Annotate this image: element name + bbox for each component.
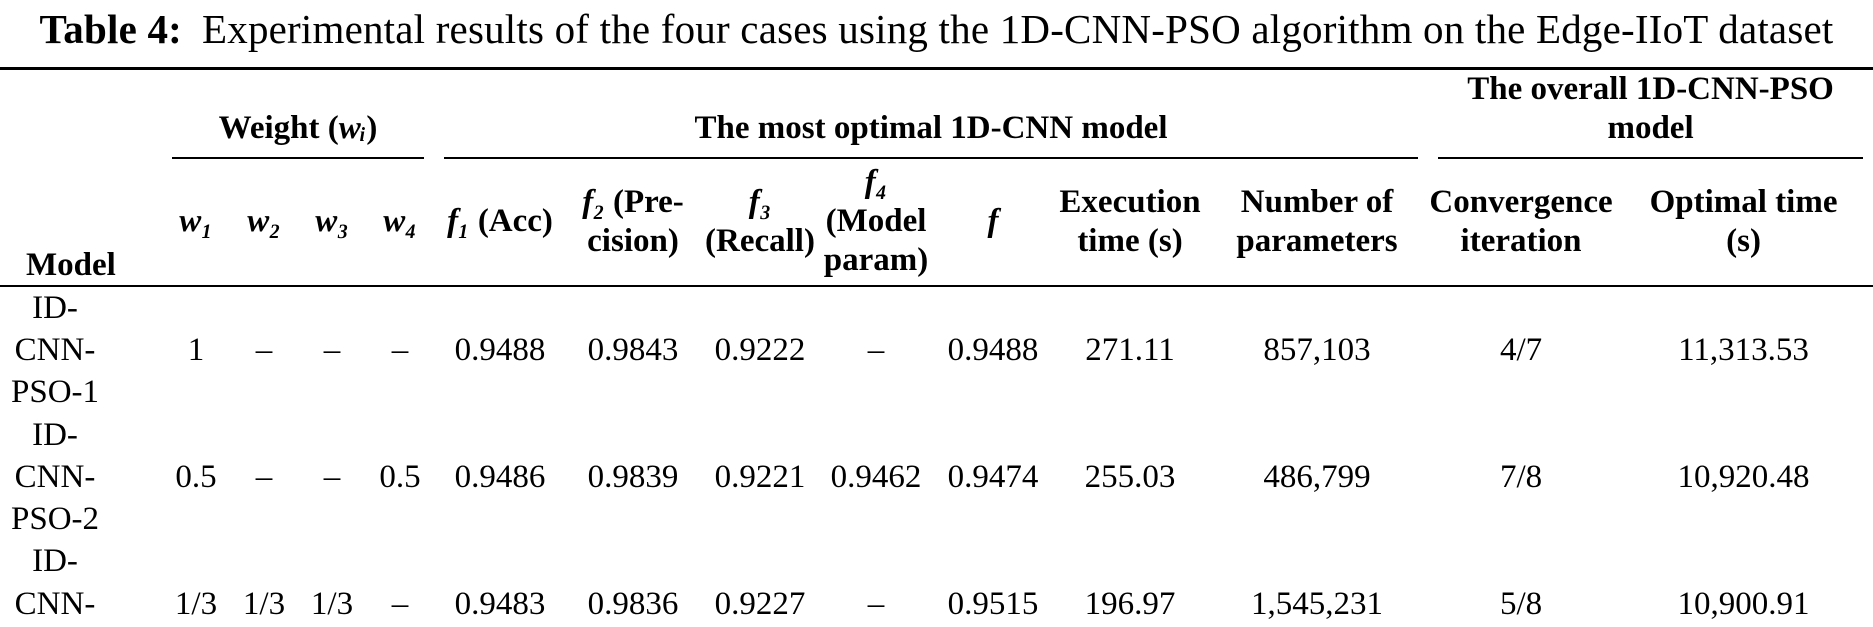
col-header-f1-symbol: f₁ <box>447 203 470 240</box>
column-header-row: w₁ w₂ w₃ w₄ f₁ (Acc) f₂ (Pre- cision) f₃… <box>0 158 1873 287</box>
cell-f1-acc: 0.9486 <box>454 458 546 495</box>
col-header-f2-symbol: f₂ <box>582 183 605 220</box>
col-header-f3-text: (Recall) <box>705 222 815 259</box>
model-name-cell: ID-CNN- PSO-1 <box>10 289 100 411</box>
cell-convergence-iteration: 5/8 <box>1499 585 1543 622</box>
cell-w3: 1/3 <box>310 585 354 622</box>
cell-w3: – <box>323 332 341 369</box>
col-header-f3-symbol: f₃ <box>748 183 772 220</box>
col-header-model-text: Model <box>26 246 116 283</box>
col-header-w3-symbol: w₃ <box>315 203 349 240</box>
col-header-w1-symbol: w₁ <box>179 203 213 240</box>
cell-w3: – <box>323 458 341 495</box>
cell-execution-time: 196.97 <box>1084 585 1176 622</box>
model-name-cell: ID-CNN- PSO-3 <box>14 543 96 622</box>
cell-f3-recall: 0.9227 <box>714 585 806 622</box>
col-header-execution-time: Execution time (s) <box>1054 158 1206 287</box>
cell-w4: – <box>391 585 409 622</box>
col-header-w2: w₂ <box>230 158 298 287</box>
col-header-f2-text: (Pre- cision) <box>587 183 684 259</box>
group-overall-text: The overall 1D-CNN-PSO model <box>1467 71 1834 146</box>
col-header-w3: w₃ <box>298 158 366 287</box>
cell-optimal-time: 10,900.91 <box>1677 585 1810 622</box>
cell-f: 0.9488 <box>947 332 1039 369</box>
col-header-number-of-parameters-text: Number of parameters <box>1236 183 1398 259</box>
table-row-pso-3: ID-CNN- PSO-3 1/3 1/3 1/3 – 0.9483 0.983… <box>0 540 1873 627</box>
col-header-w4: w₄ <box>366 158 434 287</box>
col-header-w4-symbol: w₄ <box>383 203 417 240</box>
col-header-f4-model-param: f₄ (Model param) <box>820 158 932 287</box>
table-caption-label: Table 4: <box>39 6 182 52</box>
col-header-f1-acc: f₁ (Acc) <box>434 158 566 287</box>
group-weight-symbol: wᵢ <box>338 109 367 146</box>
group-optimal-text: The most optimal 1D-CNN model <box>694 109 1168 146</box>
cell-f2-precision: 0.9843 <box>587 332 679 369</box>
cell-w2: – <box>255 332 273 369</box>
group-header-overall-model: The overall 1D-CNN-PSO model <box>1428 69 1873 159</box>
cell-execution-time: 255.03 <box>1084 458 1176 495</box>
table-body: ID-CNN- PSO-1 1 – – – 0.9488 0.9843 0.92… <box>0 286 1873 627</box>
cell-execution-time: 271.11 <box>1085 332 1175 369</box>
col-header-f4-text: (Model param) <box>823 203 929 279</box>
cell-f2-precision: 0.9839 <box>587 458 679 495</box>
col-header-f-symbol: f <box>987 203 999 240</box>
col-header-convergence-iteration: Convergence iteration <box>1428 158 1615 287</box>
cell-f: 0.9474 <box>947 458 1039 495</box>
col-header-convergence-iteration-text: Convergence iteration <box>1429 183 1613 259</box>
cell-number-of-parameters: 1,545,231 <box>1251 585 1384 622</box>
cell-f4-model-param: – <box>867 585 885 622</box>
table-caption: Table 4: Experimental results of the four… <box>0 0 1873 67</box>
results-table: Model Weight (wᵢ) The most optimal 1D-CN… <box>0 67 1873 627</box>
col-header-f4-symbol: f₄ <box>864 164 888 201</box>
col-header-f2-precision: f₂ (Pre- cision) <box>566 158 700 287</box>
cell-number-of-parameters: 857,103 <box>1263 332 1371 369</box>
group-weight-close: ) <box>366 109 378 146</box>
col-header-execution-time-text: Execution time (s) <box>1059 183 1201 259</box>
table-caption-text: Experimental results of the four cases u… <box>202 6 1834 52</box>
cell-f2-precision: 0.9836 <box>587 585 679 622</box>
col-header-optimal-time-text: Optimal time (s) <box>1649 183 1838 259</box>
cell-w1: 1 <box>187 332 205 369</box>
group-header-overall-inner: The overall 1D-CNN-PSO model <box>1438 70 1864 159</box>
cell-convergence-iteration: 7/8 <box>1499 458 1543 495</box>
cell-f4-model-param: 0.9462 <box>830 458 922 495</box>
table-row-pso-2: ID-CNN- PSO-2 0.5 – – 0.5 0.9486 0.9839 … <box>0 414 1873 541</box>
cell-f3-recall: 0.9222 <box>714 332 806 369</box>
cell-f4-model-param: – <box>867 332 885 369</box>
cell-f1-acc: 0.9488 <box>454 332 546 369</box>
cell-w1: 0.5 <box>175 458 217 495</box>
col-header-model: Model <box>0 68 162 287</box>
group-weight-text: Weight ( <box>218 109 339 146</box>
group-header-optimal-model: The most optimal 1D-CNN model <box>434 69 1428 159</box>
cell-w2: – <box>255 458 273 495</box>
table-header: Model Weight (wᵢ) The most optimal 1D-CN… <box>0 68 1873 287</box>
cell-convergence-iteration: 4/7 <box>1499 332 1543 369</box>
group-header-weight: Weight (wᵢ) <box>162 69 434 159</box>
cell-w2: 1/3 <box>242 585 286 622</box>
col-header-f: f <box>932 158 1054 287</box>
col-header-number-of-parameters: Number of parameters <box>1206 158 1429 287</box>
cell-w4: 0.5 <box>379 458 421 495</box>
cell-w1: 1/3 <box>174 585 218 622</box>
table-row-pso-1: ID-CNN- PSO-1 1 – – – 0.9488 0.9843 0.92… <box>0 286 1873 414</box>
cell-optimal-time: 10,920.48 <box>1677 458 1810 495</box>
col-header-f1-text: (Acc) <box>469 203 553 240</box>
cell-w4: – <box>391 332 409 369</box>
group-header-weight-inner: Weight (wᵢ) <box>172 109 424 159</box>
group-header-optimal-inner: The most optimal 1D-CNN model <box>444 109 1419 159</box>
cell-f3-recall: 0.9221 <box>714 458 806 495</box>
col-header-optimal-time: Optimal time (s) <box>1614 158 1873 287</box>
cell-f1-acc: 0.9483 <box>454 585 546 622</box>
group-header-row: Model Weight (wᵢ) The most optimal 1D-CN… <box>0 68 1873 287</box>
model-name-cell: ID-CNN- PSO-2 <box>10 416 100 538</box>
cell-f: 0.9515 <box>947 585 1039 622</box>
cell-number-of-parameters: 486,799 <box>1263 458 1371 495</box>
cell-optimal-time: 11,313.53 <box>1678 332 1809 369</box>
col-header-w1: w₁ <box>162 158 230 287</box>
col-header-w2-symbol: w₂ <box>247 203 281 240</box>
col-header-f3-recall: f₃ (Recall) <box>700 158 820 287</box>
